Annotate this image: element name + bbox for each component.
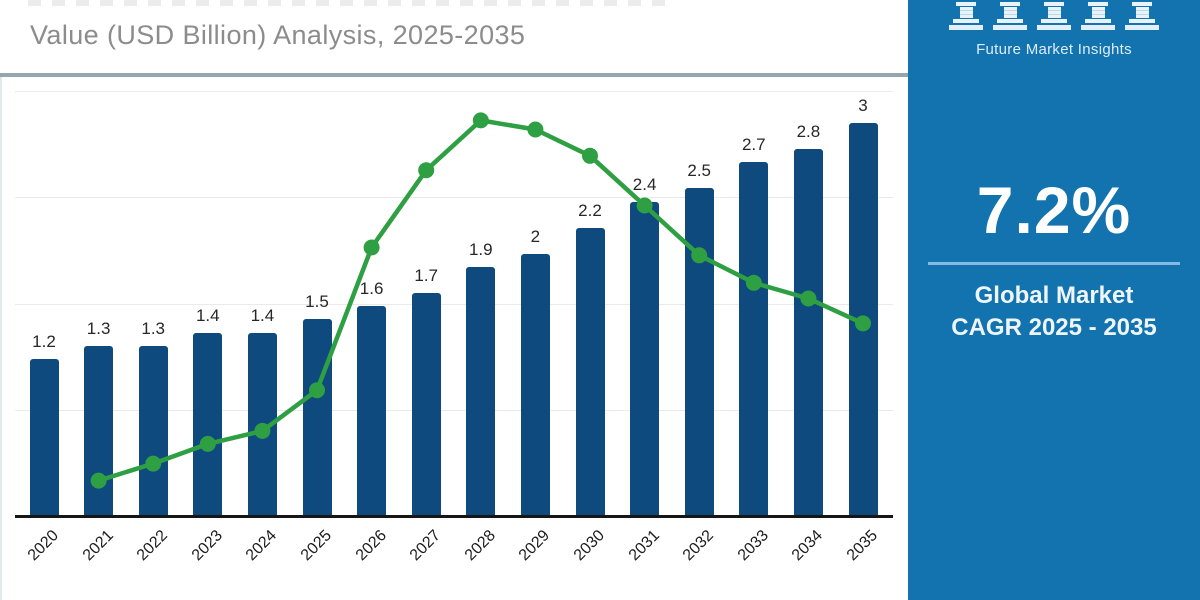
card-left-edge	[0, 77, 2, 600]
bar-value-label: 1.3	[141, 319, 166, 338]
bar-value-label: 2.7	[741, 135, 766, 154]
bar-value-label: 1.6	[359, 279, 384, 298]
bar-value-label: 2.8	[796, 122, 821, 141]
x-tick-label: 2028	[461, 527, 499, 565]
x-axis-line	[15, 515, 893, 518]
bar	[466, 267, 496, 515]
trend-point	[363, 239, 380, 256]
clipped-title-remnant	[28, 0, 676, 6]
trend-line	[90, 112, 871, 489]
pillar-icon	[949, 2, 983, 30]
plot-area: 1.2 2020 1.3 2021 1.3 2022 1.4 2023 1.4 2024 1.5 20…	[15, 91, 893, 565]
trend-point	[582, 147, 598, 164]
bar	[84, 346, 114, 515]
trend-point	[527, 121, 544, 138]
x-tick-label: 2032	[680, 527, 718, 565]
x-tick-label: 2026	[352, 527, 390, 565]
x-tick-label: 2023	[188, 527, 226, 565]
bar	[411, 293, 441, 515]
stat-divider	[928, 262, 1180, 265]
bar-value-label: 2	[530, 227, 541, 246]
x-tick-label: 2020	[24, 527, 63, 565]
bar	[247, 333, 277, 515]
x-tick-label: 2021	[79, 527, 117, 565]
bar-value-label: 1.9	[468, 240, 493, 259]
bar	[739, 162, 769, 515]
x-tick-label: 2030	[570, 527, 609, 565]
bar-value-label: 2.2	[578, 201, 602, 220]
bar-value-label: 3	[858, 96, 868, 115]
bar-value-label: 1.4	[195, 306, 220, 325]
cagr-stat-value: 7.2%	[976, 173, 1132, 247]
x-tick-label: 2031	[625, 527, 663, 565]
x-tick-label: 2029	[516, 527, 554, 565]
bar	[848, 123, 878, 515]
bar-value-label: 1.4	[250, 306, 275, 325]
trend-point	[418, 162, 435, 179]
pillar-icon	[993, 2, 1027, 30]
pillar-icon	[1125, 2, 1159, 30]
bar	[793, 149, 823, 515]
pillar-icon	[1037, 2, 1071, 30]
bar-value-label: 1.3	[86, 319, 111, 338]
x-tick-label: 2035	[843, 527, 882, 565]
bar-value-label: 1.2	[32, 332, 56, 351]
gridline	[15, 91, 893, 92]
bar	[138, 346, 168, 515]
x-tick-label: 2024	[243, 527, 281, 565]
pillar-icon	[1081, 2, 1115, 30]
x-tick-label: 2034	[789, 527, 827, 565]
trend-point	[472, 112, 489, 129]
bar	[630, 202, 660, 515]
bar-value-label: 1.5	[305, 292, 329, 311]
x-tick-label: 2025	[297, 527, 336, 565]
x-tick-label: 2022	[134, 527, 172, 565]
bar-value-label: 1.7	[414, 266, 439, 285]
stat-label-line2: CAGR 2025 - 2035	[951, 314, 1157, 341]
x-tick-label: 2027	[407, 527, 445, 565]
bar	[684, 188, 714, 515]
bar	[575, 228, 605, 515]
bar	[357, 306, 387, 515]
bar	[29, 359, 59, 515]
fmi-pillars-logo-icon	[908, 2, 1200, 30]
stat-label-line1: Global Market	[974, 282, 1134, 309]
chart-panel: Value (USD Billion) Analysis, 2025-2035 …	[0, 0, 908, 600]
brand-name: Future Market Insights	[976, 41, 1132, 58]
x-tick-label: 2033	[734, 527, 772, 565]
bar	[193, 333, 223, 515]
chart-title: Value (USD Billion) Analysis, 2025-2035	[30, 20, 526, 50]
title-divider	[0, 73, 908, 77]
sidebar: Future Market Insights 7.2% Global Marke…	[908, 0, 1200, 600]
bar-value-label: 2.5	[687, 161, 712, 180]
bar	[520, 254, 550, 515]
bar-value-label: 2.4	[632, 175, 657, 194]
bar	[302, 319, 332, 515]
